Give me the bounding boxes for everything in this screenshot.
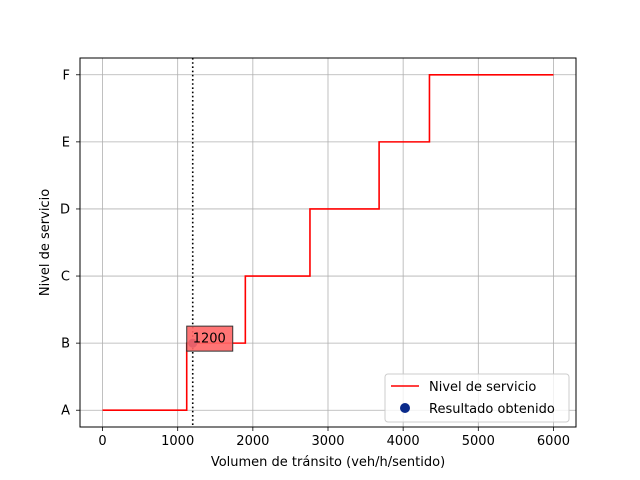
y-tick-label: D xyxy=(60,202,70,217)
x-tick-label: 0 xyxy=(98,434,106,449)
legend-marker-swatch xyxy=(400,403,410,413)
legend: Nivel de servicio Resultado obtenido xyxy=(384,373,570,423)
y-axis-label: Nivel de servicio xyxy=(38,189,53,296)
y-tick-label: B xyxy=(61,337,70,352)
x-tick-label: 2000 xyxy=(236,434,269,449)
series-line-nivel-de-servicio xyxy=(102,73,554,412)
y-tick-label: C xyxy=(61,270,70,285)
annotation-box xyxy=(186,325,234,352)
x-tick-label: 1000 xyxy=(161,434,194,449)
annotation-label: 1200 xyxy=(193,332,226,347)
x-axis-label: Volumen de tránsito (veh/h/sentido) xyxy=(211,455,445,470)
x-tick-label: 3000 xyxy=(311,434,344,449)
legend-entry-nivel-de-servicio: Nivel de servicio xyxy=(429,380,536,395)
ticks: 0 1000 2000 3000 4000 5000 6000 A B C D E F xyxy=(60,68,570,449)
legend-box xyxy=(384,373,570,423)
x-tick-label: 5000 xyxy=(462,434,495,449)
legend-entry-resultado-obtenido: Resultado obtenido xyxy=(429,402,555,417)
axes-frame xyxy=(79,57,577,428)
x-tick-label: 4000 xyxy=(387,434,420,449)
y-tick-label: E xyxy=(62,135,70,150)
annotations-layer: 1200 xyxy=(186,325,234,352)
y-tick-label: A xyxy=(61,404,70,419)
y-tick-label: F xyxy=(63,68,70,83)
x-tick-label: 6000 xyxy=(537,434,570,449)
